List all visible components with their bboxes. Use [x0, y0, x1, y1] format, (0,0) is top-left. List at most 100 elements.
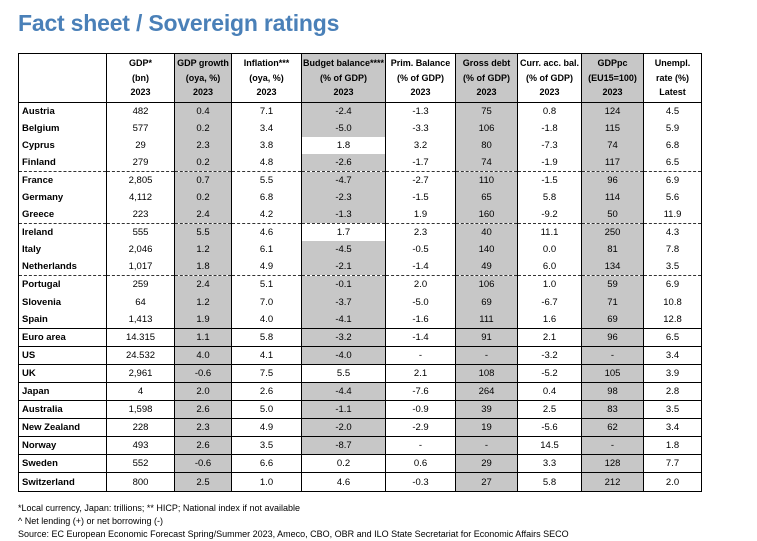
table-cell: 5.6 [643, 188, 702, 207]
table-cell: -7.6 [385, 381, 456, 401]
table-cell: 4,112 [106, 188, 175, 207]
table-row-spain: Spain 1,413 1.9 4.0 -4.1 -1.6 111 1.6 69 12.8 [18, 310, 702, 329]
table-cell: 1.9 [174, 310, 232, 329]
table-cell: 3.4 [231, 119, 302, 137]
table-cell: 3.9 [643, 363, 702, 383]
table-cell: 4.5 [643, 102, 702, 120]
table-cell: 0.4 [517, 381, 582, 401]
table-cell: 4.9 [231, 418, 302, 437]
row-label: Cyprus [18, 136, 107, 154]
table-cell: 160 [455, 206, 518, 224]
table-cell: 0.7 [174, 170, 232, 189]
table-cell: 2,046 [106, 241, 175, 259]
table-cell: 69 [455, 293, 518, 311]
table-cell: 19 [455, 418, 518, 437]
table-cell: 105 [581, 363, 644, 383]
table-cell: -1.4 [385, 258, 456, 276]
header-cell-country [18, 53, 107, 102]
table-cell: 5.5 [174, 223, 232, 242]
table-cell: 124 [581, 102, 644, 120]
table-cell: 0.2 [174, 119, 232, 137]
table-cell: 111 [455, 310, 518, 329]
table-header: GDP* (bn) 2023 GDP growth (oya, %) 2023 Inflat… [18, 53, 702, 102]
table-row-greece: Greece 223 2.4 4.2 -1.3 1.9 160 -9.2 50 11.9 [18, 206, 702, 224]
table-row-finland: Finland 279 0.2 4.8 -2.6 -1.7 74 -1.9 117 6.5 [18, 153, 702, 172]
table-cell: 110 [455, 170, 518, 189]
table-cell: 2.5 [517, 400, 582, 419]
header-row: GDP* (bn) 2023 GDP growth (oya, %) 2023 Inflat… [18, 53, 702, 102]
table-cell: 5.8 [231, 327, 302, 347]
table-cell: 128 [581, 454, 644, 473]
row-label: Portugal [18, 275, 107, 294]
table-row-belgium: Belgium 577 0.2 3.4 -5.0 -3.3 106 -1.8 115 5.9 [18, 119, 702, 137]
header-cell: Inflation*** (oya, %) 2023 [231, 53, 302, 102]
table-cell: -4.0 [301, 345, 386, 365]
header-cell: Curr. acc. bal. (% of GDP) 2023 [517, 53, 582, 102]
row-label: Austria [18, 102, 107, 120]
table-cell: - [581, 436, 644, 455]
table-row-slovenia: Slovenia 64 1.2 7.0 -3.7 -5.0 69 -6.7 71 10.8 [18, 293, 702, 311]
table-cell: 1.9 [385, 206, 456, 224]
row-label: Japan [18, 381, 107, 401]
table-row-portugal: Portugal 259 2.4 5.1 -0.1 2.0 106 1.0 59 6.9 [18, 275, 702, 294]
table-cell: 6.5 [643, 153, 702, 172]
table-cell: 5.8 [517, 472, 582, 492]
table-cell: -1.5 [517, 170, 582, 189]
table-cell: -0.9 [385, 400, 456, 419]
table-cell: 0.0 [517, 241, 582, 259]
table-cell: -4.1 [301, 310, 386, 329]
table-cell: 223 [106, 206, 175, 224]
table-cell: 0.2 [174, 188, 232, 207]
table-cell: 2.5 [174, 472, 232, 492]
table-cell: 2.1 [385, 363, 456, 383]
table-cell: 2.0 [174, 381, 232, 401]
table-cell: 4.3 [643, 223, 702, 242]
table-cell: 6.1 [231, 241, 302, 259]
table-cell: 7.1 [231, 102, 302, 120]
table-cell: 555 [106, 223, 175, 242]
footnotes: *Local currency, Japan: trillions; ** HI… [18, 502, 757, 541]
table-cell: 1,598 [106, 400, 175, 419]
table-cell: 4 [106, 381, 175, 401]
table-cell: -4.4 [301, 381, 386, 401]
table-cell: -5.2 [517, 363, 582, 383]
table-cell: 91 [455, 327, 518, 347]
table-cell: 0.2 [174, 153, 232, 172]
table-cell: 3.5 [643, 400, 702, 419]
table-cell: -7.3 [517, 136, 582, 154]
row-label: France [18, 170, 107, 189]
table-row-ireland: Ireland 555 5.5 4.6 1.7 2.3 40 11.1 250 4.3 [18, 223, 702, 242]
header-cell: GDP* (bn) 2023 [106, 53, 175, 102]
table-cell: 39 [455, 400, 518, 419]
footnote-local-currency: *Local currency, Japan: trillions; ** HI… [18, 502, 300, 513]
table-cell: 228 [106, 418, 175, 437]
footnote-source: Source: EC European Economic Forecast Sp… [18, 528, 569, 539]
table-cell: 1.8 [643, 436, 702, 455]
table-cell: 577 [106, 119, 175, 137]
table-cell: 3.2 [385, 136, 456, 154]
table-cell: 108 [455, 363, 518, 383]
table-cell: 250 [581, 223, 644, 242]
table-cell: 14.5 [517, 436, 582, 455]
table-cell: 2.3 [174, 418, 232, 437]
table-cell: -4.5 [301, 241, 386, 259]
table-cell: -9.2 [517, 206, 582, 224]
table-row-us: US 24.532 4.0 4.1 -4.0- - -3.2-3.4 [18, 345, 702, 365]
table-cell: 1.0 [517, 275, 582, 294]
table-cell: 3.5 [231, 436, 302, 455]
table-cell: -3.2 [301, 327, 386, 347]
table-cell: 96 [581, 170, 644, 189]
table-cell: 5.5 [301, 363, 386, 383]
table-cell: 4.0 [231, 310, 302, 329]
table-cell: -1.1 [301, 400, 386, 419]
row-label: Belgium [18, 119, 107, 137]
table-cell: -5.0 [301, 119, 386, 137]
table-cell: 2.4 [174, 206, 232, 224]
table-cell: 1.8 [301, 136, 386, 154]
table-cell: - [385, 345, 456, 365]
table-cell: 6.8 [643, 136, 702, 154]
table-cell: -2.1 [301, 258, 386, 276]
table-cell: -1.9 [517, 153, 582, 172]
table-cell: 40 [455, 223, 518, 242]
